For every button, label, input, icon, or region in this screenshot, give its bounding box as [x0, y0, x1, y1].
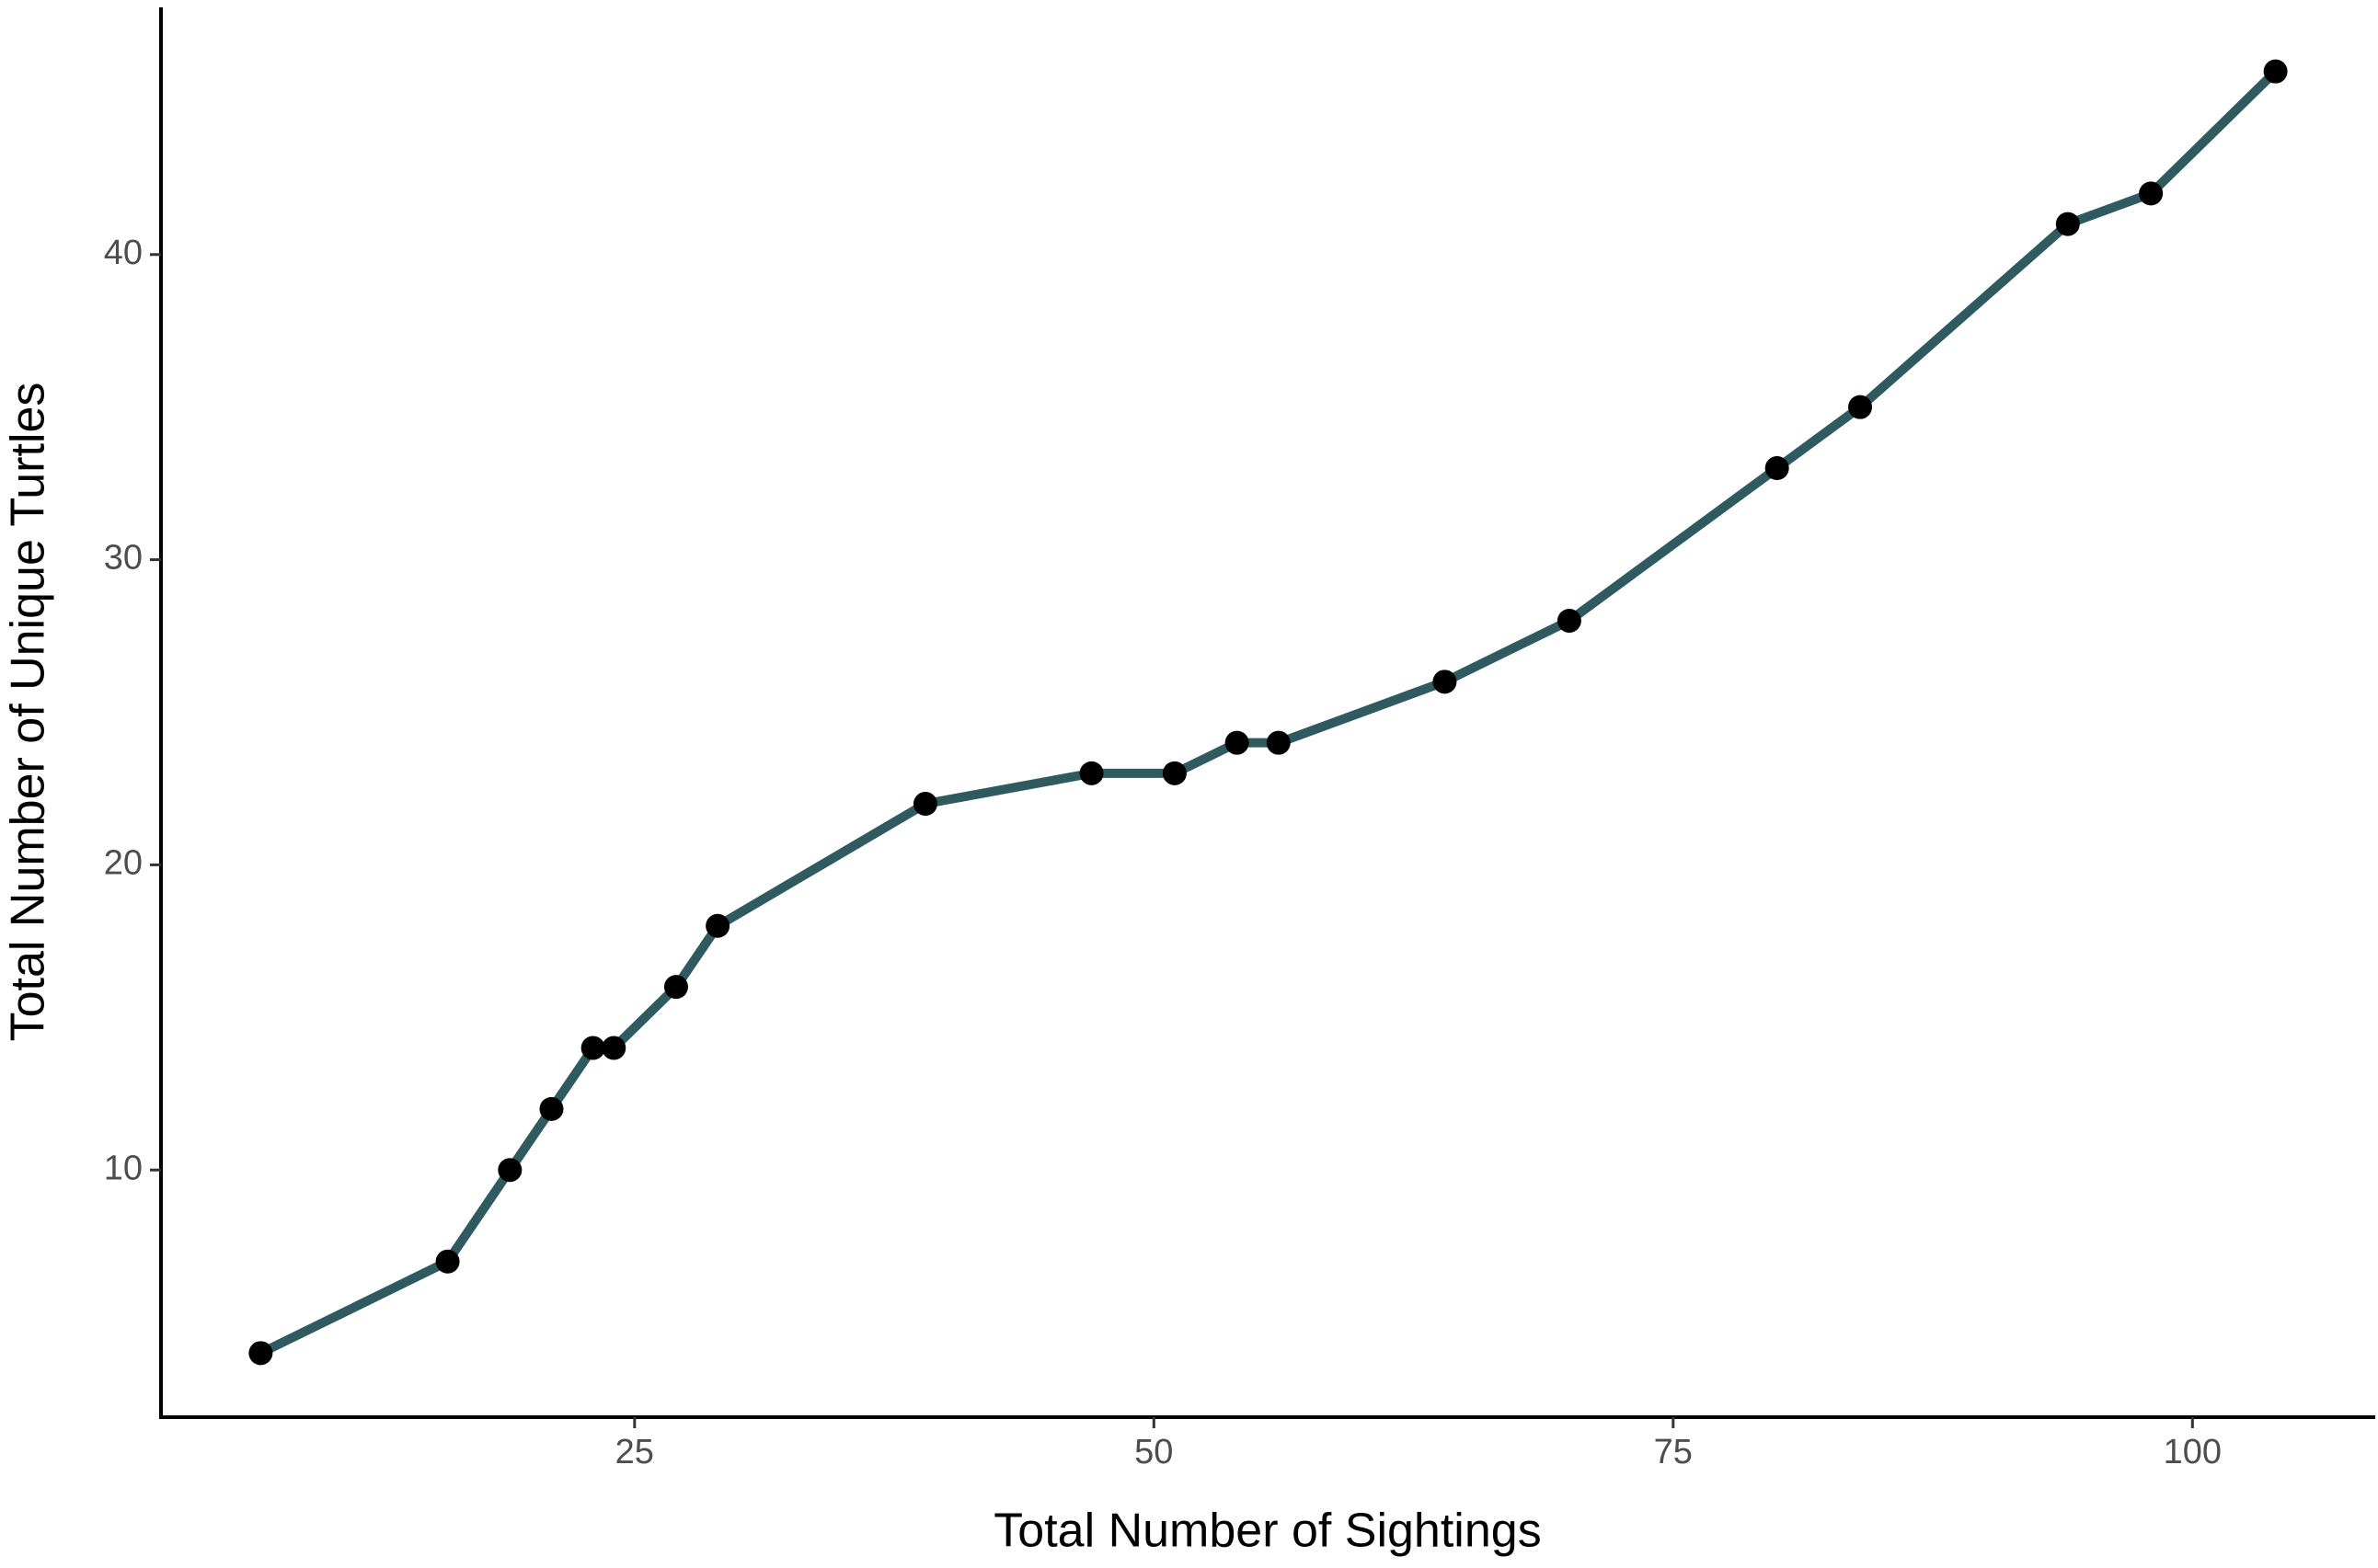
data-point: [602, 1036, 626, 1060]
data-point: [580, 1036, 605, 1060]
data-point: [498, 1158, 523, 1183]
data-point: [2055, 212, 2080, 236]
y-tick-label: 20: [104, 843, 143, 882]
data-point: [1266, 730, 1291, 755]
y-tick-label: 10: [104, 1149, 143, 1187]
data-point: [1432, 670, 1457, 694]
x-tick-label: 25: [615, 1433, 654, 1471]
y-tick-label: 40: [104, 234, 143, 272]
data-point: [663, 975, 688, 1000]
data-point: [1557, 608, 1581, 633]
data-point: [1162, 761, 1187, 785]
data-point: [1224, 730, 1249, 755]
data-point: [248, 1341, 273, 1366]
data-point: [1079, 761, 1104, 785]
data-point: [706, 913, 730, 938]
x-tick-label: 100: [2164, 1433, 2222, 1471]
data-point: [2139, 181, 2164, 206]
x-tick-label: 50: [1134, 1433, 1173, 1471]
data-point: [1848, 395, 1873, 419]
y-axis-title: Total Number of Unique Turtles: [2, 383, 55, 1042]
x-axis-title: Total Number of Sightings: [994, 1505, 1541, 1558]
series-line: [256, 66, 2280, 1358]
data-point: [2263, 59, 2288, 84]
data-point: [913, 792, 937, 817]
y-tick-label: 30: [104, 539, 143, 578]
x-tick-label: 75: [1654, 1433, 1693, 1471]
data-point: [1764, 456, 1789, 481]
data-point: [435, 1249, 460, 1274]
data-point: [539, 1096, 564, 1121]
